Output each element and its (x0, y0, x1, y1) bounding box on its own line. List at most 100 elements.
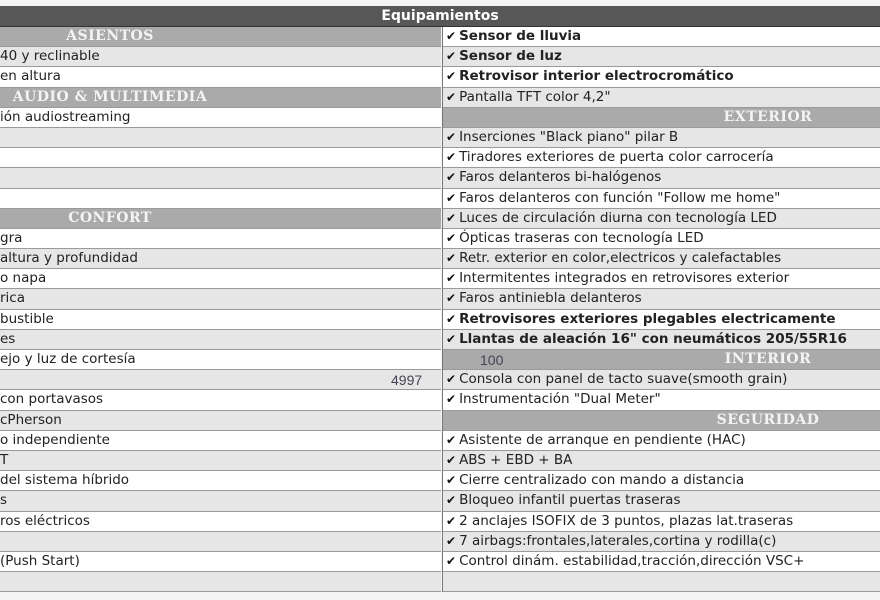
table-row (0, 168, 441, 189)
table-row: s (0, 491, 441, 512)
row-label: o napa (0, 270, 47, 287)
section-header: SEGURIDAD (443, 410, 880, 431)
section-title: EXTERIOR (723, 108, 813, 125)
row-label: con portavasos (0, 391, 104, 408)
section-title: CONFORT (68, 209, 152, 226)
table-row: ✔ Inserciones "Black piano" pilar B (443, 127, 880, 149)
row-label: s (0, 492, 8, 509)
table-row: ✔ 2 anclajes ISOFIX de 3 puntos, plazas l… (443, 511, 880, 532)
check-mark-icon: ✔ (446, 452, 457, 467)
table-row: ejo y luz de cortesía (0, 350, 441, 371)
table-row (0, 531, 441, 552)
table-row: cPherson (0, 410, 441, 431)
table-row: del sistema híbrido (0, 471, 441, 492)
table-row: ✔ Faros delanteros con función "Follow me… (443, 188, 880, 209)
check-mark-icon: ✔ (446, 150, 457, 165)
row-label: Faros antiniebla delanteros (459, 290, 642, 307)
row-label: Asistente de arranque en pendiente (HAC) (459, 431, 746, 448)
check-mark-icon: ✔ (446, 432, 457, 447)
table-row (443, 572, 880, 593)
table-row: es (0, 329, 441, 350)
row-label: ión audiostreaming (0, 108, 131, 125)
table-row: ✔ Consola con panel de tacto suave(smooth… (443, 370, 880, 391)
row-label: o independiente (0, 431, 110, 448)
table-row: ✔ Llantas de aleación 16" con neumáticos … (443, 329, 880, 350)
row-label: T (0, 451, 9, 468)
table-row: ✔ Bloqueo infantil puertas traseras (443, 491, 880, 512)
row-label: cPherson (0, 411, 62, 428)
row-label: Instrumentación "Dual Meter" (459, 391, 661, 408)
check-mark-icon: ✔ (446, 29, 457, 43)
table-row: ✔ Retr. exterior en color,electricos y ca… (443, 249, 880, 270)
row-label: Luces de circulación diurna con tecnolog… (459, 209, 777, 226)
table-row: ✔ Pantalla TFT color 4,2" (443, 87, 880, 108)
table-title-bar: Equipamientos (0, 6, 880, 27)
check-mark-icon: ✔ (446, 372, 457, 387)
table-row: ✔ Instrumentación "Dual Meter" (443, 390, 880, 411)
check-mark-icon: ✔ (446, 311, 457, 326)
row-label: Cierre centralizado con mando a distanci… (459, 472, 745, 489)
table-row: o independiente (0, 430, 441, 451)
table-row: ✔ ABS + EBD + BA (443, 450, 880, 472)
check-mark-icon: ✔ (446, 533, 457, 548)
row-label: Retrovisores exteriores plegables electr… (459, 310, 836, 327)
row-label: Sensor de lluvia (459, 28, 582, 44)
table-row: ros eléctricos (0, 511, 441, 532)
section-header: INTERIOR (443, 350, 880, 371)
table-row: ✔ Asistente de arranque en pendiente (HAC… (443, 430, 880, 451)
row-label: Ópticas traseras con tecnología LED (459, 229, 704, 246)
table-row (0, 572, 441, 593)
table-row: rica (0, 289, 441, 310)
check-mark-icon: ✔ (446, 49, 457, 64)
row-label: gra (0, 229, 23, 246)
table-row: ✔ Cierre centralizado con mando a distanc… (443, 471, 880, 492)
table-row: T (0, 450, 441, 472)
check-mark-icon: ✔ (446, 553, 457, 568)
table-row: ión audiostreaming (0, 107, 441, 128)
row-label: Faros delanteros con función "Follow me … (459, 189, 781, 206)
row-label: rica (0, 290, 25, 307)
row-label: en altura (0, 68, 61, 85)
table-row: ✔ Sensor de luz (443, 47, 880, 68)
section-header: ASIENTOS (0, 27, 441, 48)
table-row: ✔ Luces de circulación diurna con tecnolo… (443, 208, 880, 229)
table-row (0, 188, 441, 209)
check-mark-icon: ✔ (446, 190, 457, 205)
table-row: ✔ Sensor de lluvia (443, 27, 880, 48)
table-row: (Push Start) (0, 551, 441, 573)
row-label: Control dinám. estabilidad,tracción,dire… (459, 552, 805, 569)
row-label: Llantas de aleación 16" con neumáticos 2… (459, 330, 847, 347)
check-mark-icon: ✔ (446, 331, 457, 346)
row-label: del sistema híbrido (0, 472, 130, 489)
row-label: 40 y reclinable (0, 48, 100, 65)
table-row: ✔ Control dinám. estabilidad,tracción,dir… (443, 551, 880, 573)
table-row: ✔ Intermitentes integrados en retrovisore… (443, 269, 880, 290)
check-mark-icon: ✔ (446, 170, 457, 185)
section-title: SEGURIDAD (716, 411, 820, 428)
section-title: AUDIO & MULTIMEDIA (12, 88, 208, 105)
table-row: ✔ Faros antiniebla delanteros (443, 289, 880, 310)
watermark-number: 4997 (391, 372, 423, 388)
row-label: Tiradores exteriores de puerta color car… (459, 149, 774, 166)
table-row: ✔ Faros delanteros bi-halógenos (443, 168, 880, 189)
row-label: Inserciones "Black piano" pilar B (459, 128, 679, 145)
check-mark-icon: ✔ (446, 69, 457, 84)
table-row: en altura (0, 67, 441, 88)
check-mark-icon: ✔ (446, 230, 457, 245)
row-label: 2 anclajes ISOFIX de 3 puntos, plazas la… (459, 512, 794, 529)
row-label: 7 airbags:frontales,laterales,cortina y … (459, 532, 777, 549)
row-label: bustible (0, 310, 54, 327)
check-mark-icon: ✔ (446, 89, 457, 104)
row-label: (Push Start) (0, 552, 80, 569)
right-column: ✔ Sensor de lluvia ✔ Sensor de luz ✔ Retrovis… (442, 27, 880, 593)
check-mark-icon: ✔ (446, 129, 457, 144)
check-mark-icon: ✔ (446, 210, 457, 225)
table-row: con portavasos (0, 390, 441, 411)
table-row: ✔ Retrovisores exteriores plegables elect… (443, 309, 880, 330)
check-mark-icon: ✔ (446, 513, 457, 528)
table-row (0, 127, 441, 149)
left-column: ASIENTOS 40 y reclinable en altura AUDIO & … (0, 27, 441, 593)
check-mark-icon: ✔ (446, 291, 457, 306)
table-row: ✔ Ópticas traseras con tecnología LED (443, 228, 880, 250)
watermark-number: 100 (480, 352, 504, 368)
